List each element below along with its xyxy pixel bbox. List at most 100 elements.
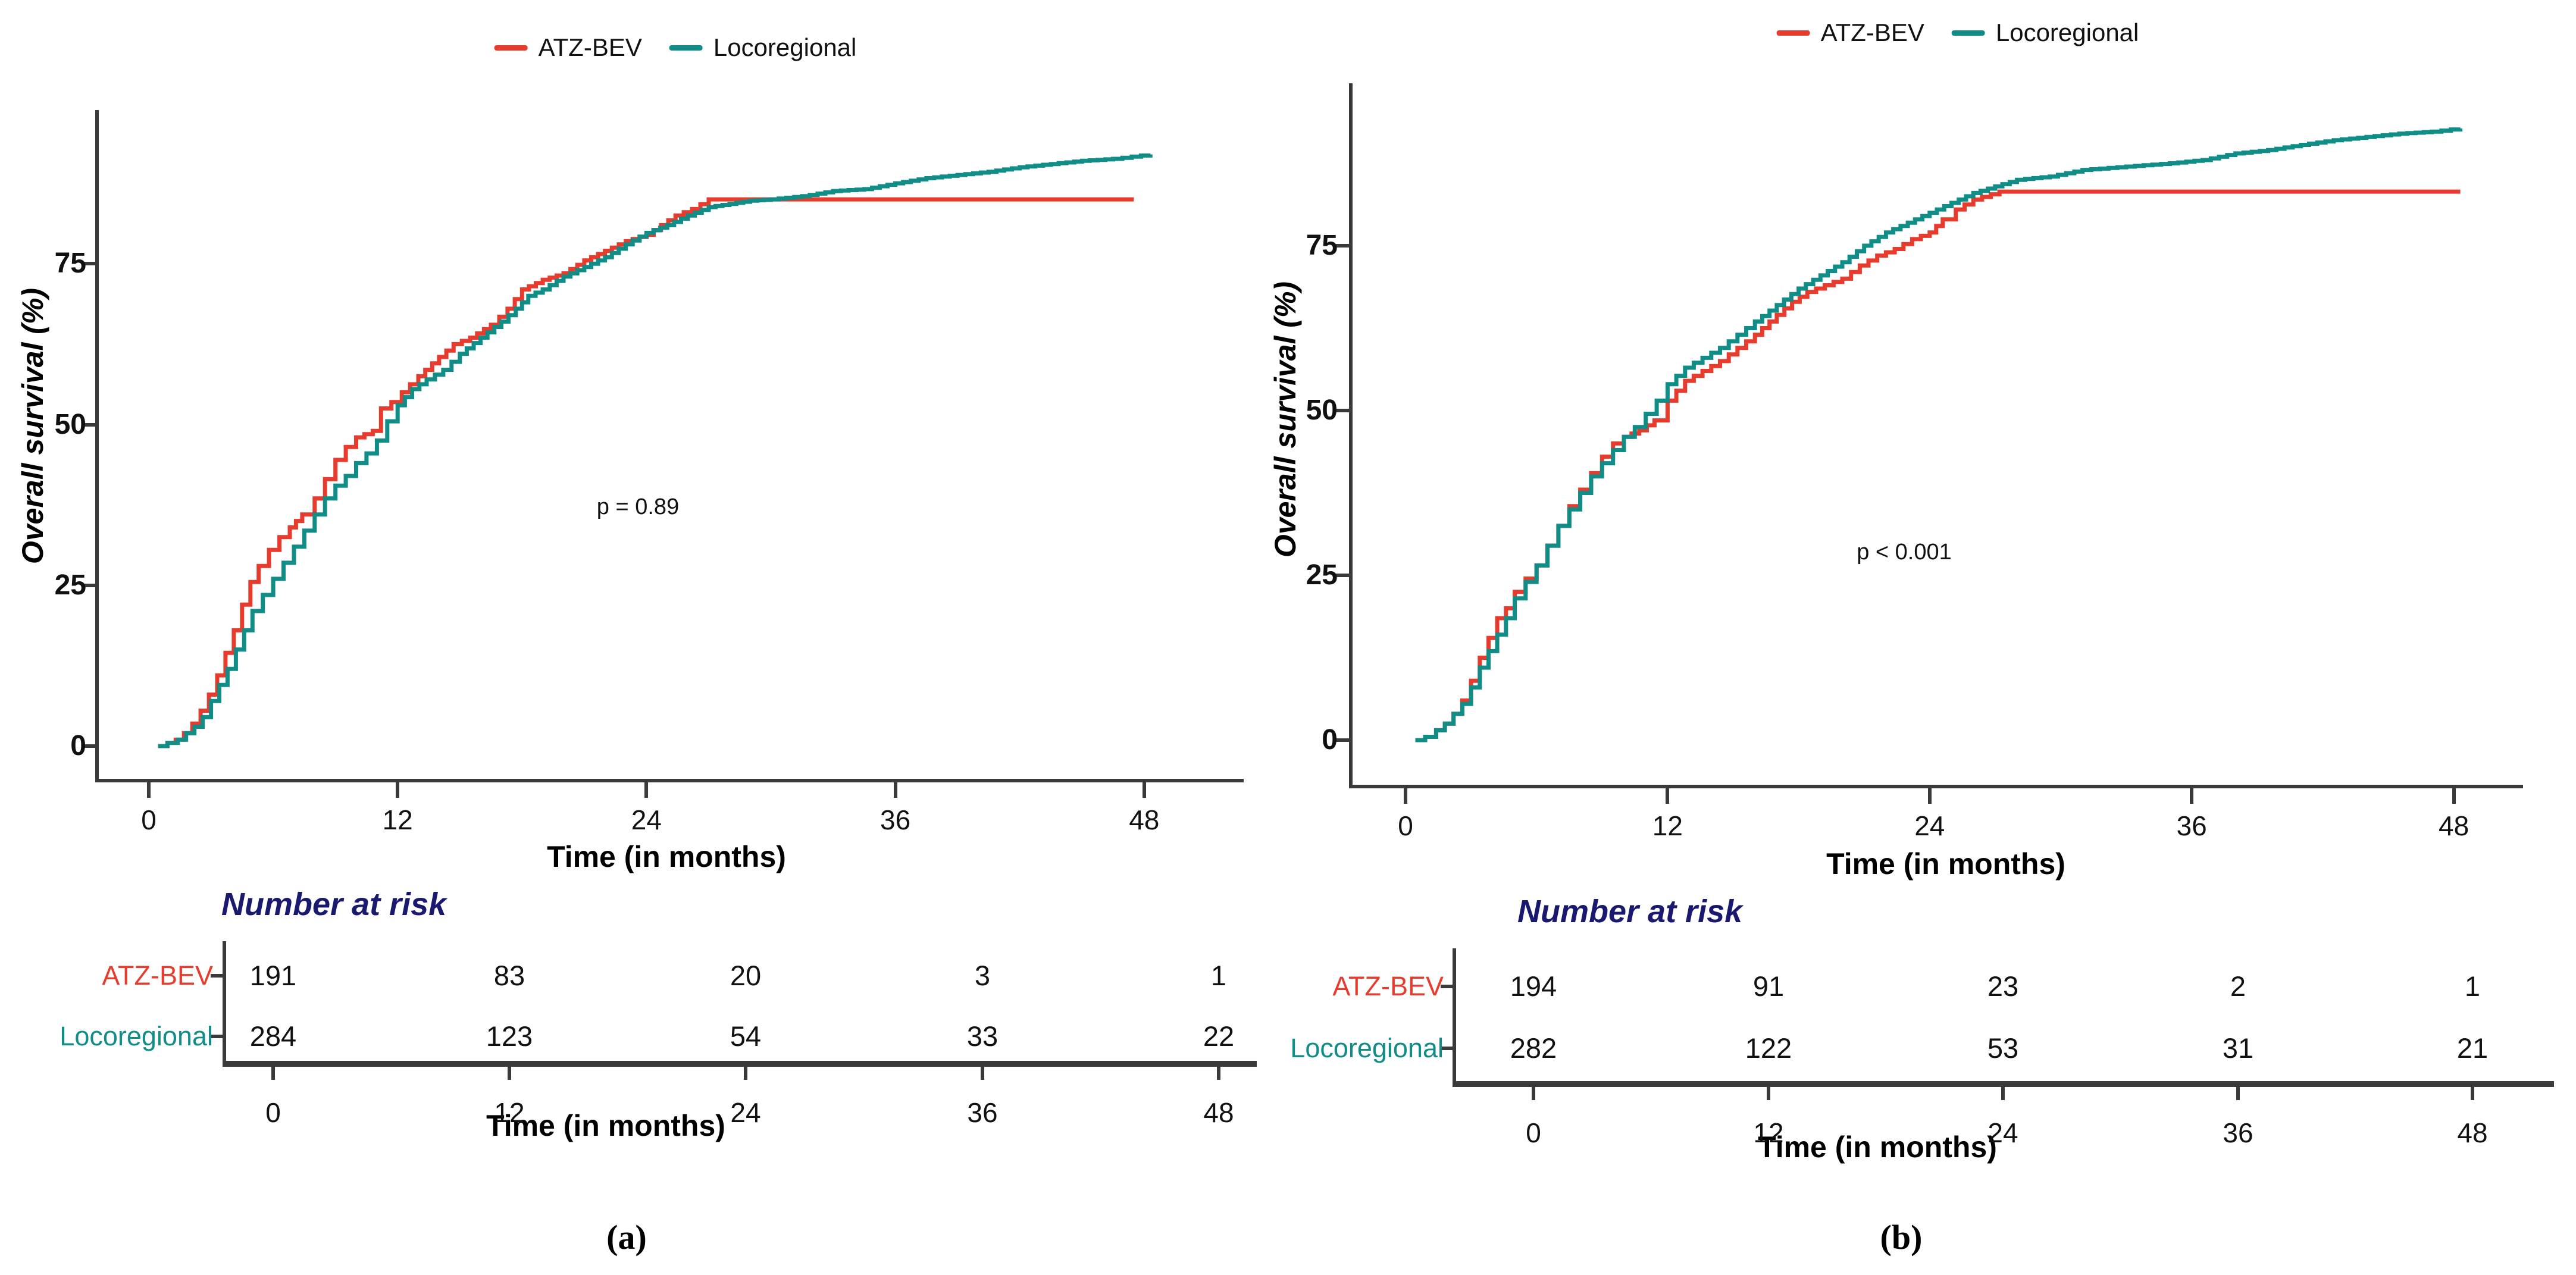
- legend-item-atz-bev: ATZ-BEV: [494, 33, 642, 62]
- x-tick-label: 36: [2176, 810, 2207, 841]
- risk-table-y-axis-line: [223, 941, 226, 1064]
- survival-curve-locoregional: [158, 153, 1153, 748]
- x-tick-label: 36: [880, 804, 911, 835]
- x-tick-mark: [1927, 788, 1932, 804]
- x-tick-mark: [1142, 782, 1146, 798]
- risk-count: 20: [730, 960, 762, 991]
- risk-x-tick-mark: [1217, 1067, 1220, 1080]
- y-tick-mark: [1336, 738, 1349, 742]
- x-tick-mark: [893, 782, 897, 798]
- x-tick-label: 24: [1914, 810, 1945, 841]
- risk-count: 1: [2464, 970, 2481, 1002]
- risk-row-label: ATZ-BEV: [1332, 971, 1444, 1001]
- risk-row-tick-mark: [211, 974, 223, 978]
- legend-line-swatch: [494, 45, 528, 51]
- y-tick-label: 0: [70, 730, 86, 762]
- risk-count: 23: [1987, 970, 2019, 1002]
- risk-count: 53: [1987, 1032, 2019, 1064]
- risk-x-tick-label: 48: [1203, 1097, 1234, 1128]
- risk-count: 22: [1203, 1020, 1235, 1052]
- risk-row-tick-mark: [1441, 985, 1453, 988]
- x-tick-mark: [2190, 788, 2194, 804]
- risk-x-tick-label: 0: [265, 1097, 281, 1128]
- y-axis-line: [95, 110, 99, 781]
- risk-count: 54: [730, 1020, 762, 1052]
- risk-row-label: Locoregional: [1290, 1033, 1444, 1063]
- legend: ATZ-BEV Locoregional: [494, 33, 857, 62]
- risk-x-tick-label: 36: [2223, 1117, 2253, 1148]
- x-tick-label: 48: [1129, 804, 1160, 835]
- risk-x-tick-label: 24: [730, 1097, 761, 1128]
- legend-line-swatch: [1951, 30, 1985, 36]
- risk-count: 31: [2222, 1032, 2254, 1064]
- risk-x-tick-label: 12: [1753, 1117, 1784, 1148]
- y-tick-mark: [1336, 574, 1349, 577]
- y-tick-label: 50: [54, 408, 86, 440]
- legend-label: Locoregional: [1995, 18, 2139, 46]
- legend-item-locoregional: Locoregional: [669, 33, 857, 62]
- risk-x-tick-mark: [981, 1067, 984, 1080]
- legend-label: Locoregional: [713, 33, 857, 61]
- y-tick-label: 25: [1306, 559, 1338, 591]
- x-tick-mark: [644, 782, 649, 798]
- x-axis-line: [1349, 785, 2523, 788]
- y-tick-label: 50: [1306, 394, 1338, 426]
- risk-row-label: Locoregional: [60, 1021, 213, 1051]
- risk-x-tick-mark: [508, 1067, 511, 1080]
- y-axis-line: [1349, 83, 1353, 787]
- legend-line-swatch: [1776, 30, 1810, 36]
- x-tick-mark: [147, 782, 151, 798]
- risk-count: 1: [1210, 960, 1227, 991]
- risk-count: 194: [1510, 970, 1557, 1002]
- legend: ATZ-BEV Locoregional: [1776, 18, 2139, 47]
- risk-row-tick-mark: [211, 1035, 223, 1038]
- x-tick-mark: [2452, 788, 2456, 804]
- risk-count: 284: [249, 1020, 297, 1052]
- x-tick-label: 0: [1398, 810, 1413, 841]
- risk-count: 282: [1510, 1032, 1557, 1064]
- risk-x-tick-mark: [1767, 1087, 1770, 1100]
- y-tick-label: 0: [1322, 724, 1338, 756]
- risk-x-tick-label: 48: [2457, 1117, 2488, 1148]
- survival-curve-locoregional: [1415, 127, 2463, 743]
- risk-count: 191: [249, 960, 297, 991]
- risk-count: 123: [486, 1020, 533, 1052]
- y-tick-label: 75: [1306, 230, 1338, 261]
- risk-count: 21: [2456, 1032, 2489, 1064]
- risk-row-label: ATZ-BEV: [102, 960, 213, 991]
- risk-x-tick-mark: [271, 1067, 275, 1080]
- risk-table-x-axis-title: Time (in months): [486, 1109, 725, 1142]
- y-tick-label: 75: [54, 248, 86, 280]
- panel-caption-b: (b): [1880, 1218, 1923, 1257]
- risk-count: 3: [974, 960, 991, 991]
- y-tick-label: 25: [54, 569, 86, 601]
- risk-x-tick-mark: [744, 1067, 747, 1080]
- risk-x-tick-mark: [2236, 1087, 2240, 1100]
- x-axis-title: Time (in months): [1826, 847, 2065, 881]
- y-tick-mark: [82, 583, 95, 587]
- risk-table-x-axis-title: Time (in months): [1758, 1130, 1997, 1164]
- risk-x-tick-label: 12: [494, 1097, 525, 1128]
- panel-caption-a: (a): [606, 1218, 647, 1257]
- risk-x-tick-mark: [2471, 1087, 2474, 1100]
- risk-table-y-axis-line: [1453, 948, 1456, 1084]
- x-tick-label: 24: [631, 804, 662, 835]
- legend-line-swatch: [669, 45, 703, 51]
- x-axis-line: [95, 779, 1244, 782]
- risk-row-tick-mark: [1441, 1047, 1453, 1050]
- x-tick-label: 48: [2439, 810, 2469, 841]
- risk-table-title: Number at risk: [1517, 894, 1743, 929]
- legend-item-locoregional: Locoregional: [1951, 18, 2139, 47]
- x-tick-mark: [1404, 788, 1407, 804]
- x-tick-mark: [1666, 788, 1670, 804]
- risk-table-x-axis-line: [223, 1061, 1257, 1067]
- x-tick-label: 0: [141, 804, 156, 835]
- y-tick-mark: [82, 744, 95, 748]
- risk-x-tick-mark: [1532, 1087, 1535, 1100]
- y-tick-mark: [82, 262, 95, 266]
- y-tick-mark: [1336, 244, 1349, 248]
- p-value-annotation: p = 0.89: [596, 494, 680, 519]
- risk-count: 2: [2230, 970, 2246, 1002]
- risk-count: 83: [493, 960, 525, 991]
- risk-table-x-axis-line: [1453, 1081, 2554, 1087]
